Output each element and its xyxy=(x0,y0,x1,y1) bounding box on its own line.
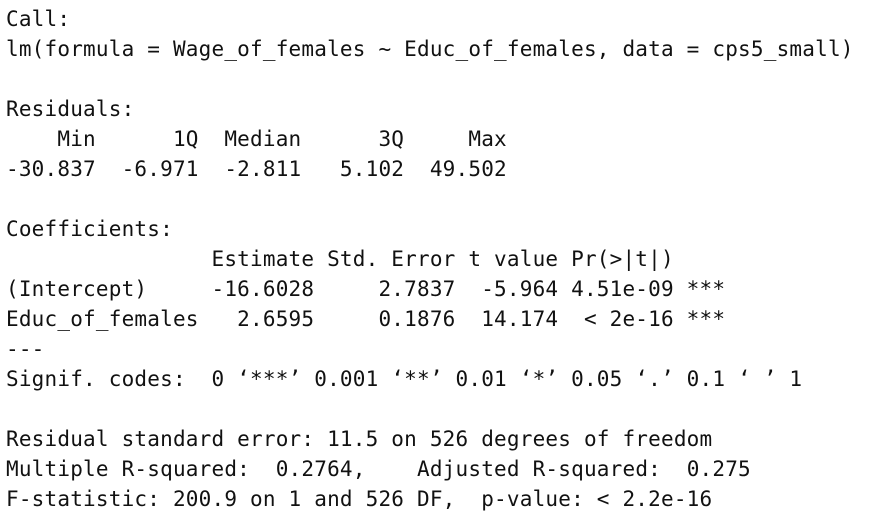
f-statistic: F-statistic: 200.9 on 1 and 526 DF, p-va… xyxy=(6,487,713,511)
coefficients-row-intercept: (Intercept) -16.6028 2.7837 -5.964 4.51e… xyxy=(6,277,726,301)
r-squared: Multiple R-squared: 0.2764, Adjusted R-s… xyxy=(6,457,764,481)
residuals-columns: Min 1Q Median 3Q Max xyxy=(6,127,520,151)
signif-codes: Signif. codes: 0 ‘***’ 0.001 ‘**’ 0.01 ‘… xyxy=(6,367,803,391)
coefficients-columns: Estimate Std. Error t value Pr(>|t|) xyxy=(6,247,726,271)
call-formula: lm(formula = Wage_of_females ~ Educ_of_f… xyxy=(6,37,854,61)
residual-std-error: Residual standard error: 11.5 on 526 deg… xyxy=(6,427,713,451)
coefficients-row-educ: Educ_of_females 2.6595 0.1876 14.174 < 2… xyxy=(6,307,726,331)
residuals-header: Residuals: xyxy=(6,97,135,121)
residuals-values: -30.837 -6.971 -2.811 5.102 49.502 xyxy=(6,157,520,181)
separator: --- xyxy=(6,337,45,361)
coefficients-header: Coefficients: xyxy=(6,217,173,241)
call-header: Call: xyxy=(6,7,71,31)
